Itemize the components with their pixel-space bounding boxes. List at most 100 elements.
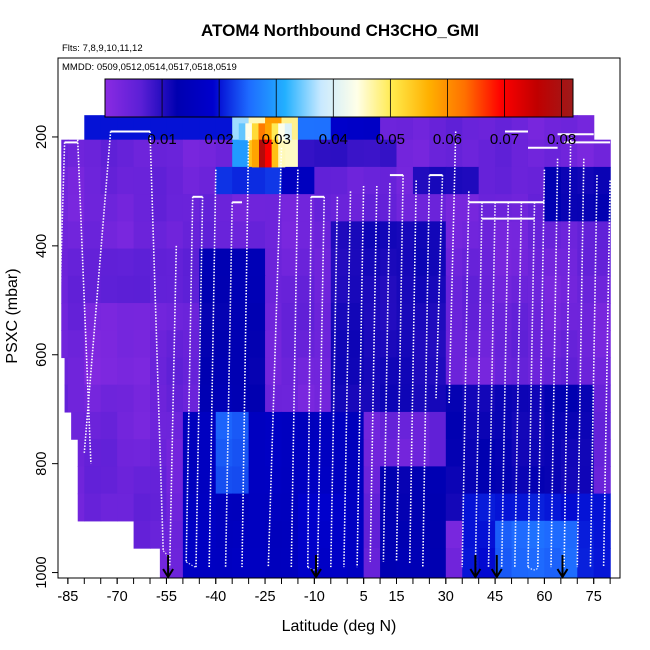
heatmap-cell — [330, 411, 348, 440]
heatmap-cell — [248, 548, 266, 578]
heatmap-cell — [495, 330, 513, 359]
flight-profile — [576, 158, 585, 568]
heatmap-cell — [150, 115, 168, 141]
heatmap-cell — [544, 248, 562, 277]
heatmap-cell — [577, 357, 595, 386]
heatmap-cell — [330, 194, 348, 222]
flight-profile — [527, 202, 536, 568]
heatmap-cell — [445, 384, 463, 413]
heatmap-cell — [511, 330, 529, 359]
heatmap-cell — [117, 275, 135, 304]
heatmap-cell — [412, 439, 430, 467]
heatmap-cell — [265, 548, 283, 578]
heatmap-cell — [166, 520, 184, 549]
heatmap-cell — [248, 520, 266, 549]
heatmap-cell — [363, 357, 381, 386]
heatmap-cell — [245, 123, 253, 141]
heatmap-cell — [495, 411, 513, 440]
heatmap-cell — [117, 439, 135, 467]
heatmap-cell — [560, 439, 578, 467]
heatmap-cell — [281, 194, 299, 222]
heatmap-cell — [166, 303, 184, 331]
heatmap-cell — [84, 139, 102, 168]
heatmap-cell — [84, 248, 102, 277]
heatmap-cell — [117, 139, 135, 168]
heatmap-cell — [363, 384, 381, 413]
heatmap-cell — [429, 548, 447, 578]
heatmap-cell — [511, 384, 529, 413]
flight-profile — [267, 147, 283, 568]
x-tick-label: -85 — [57, 589, 78, 605]
heatmap-cell — [248, 493, 266, 522]
heatmap-cell — [544, 520, 562, 549]
heatmap-cell — [412, 275, 430, 304]
heatmap-cell — [527, 466, 546, 495]
heatmap-cell — [396, 303, 414, 331]
heatmap-cell — [133, 194, 151, 222]
heatmap-cell — [150, 520, 168, 549]
heatmap-cell — [215, 548, 233, 578]
heatmap-cell — [166, 139, 184, 168]
heatmap-cell — [248, 275, 266, 304]
heatmap-cell — [478, 411, 496, 440]
heatmap-cell — [117, 115, 135, 141]
heatmap-cell — [495, 466, 513, 495]
flight-profile — [58, 142, 66, 361]
heatmap-cell — [84, 303, 102, 331]
heatmap-cell — [133, 384, 151, 413]
heatmap-cell — [199, 166, 217, 195]
heatmap-cell — [100, 411, 118, 440]
heatmap-cell — [396, 139, 414, 168]
x-tick-label: -25 — [255, 589, 276, 605]
heatmap-cell — [429, 357, 447, 386]
flight-profile-connector — [185, 561, 197, 568]
heatmap-cell — [527, 520, 546, 549]
flights-label: Flts: 7,8,9,10,11,12 — [62, 43, 143, 54]
heatmap-cell — [215, 303, 233, 331]
heatmap-cell — [495, 439, 513, 467]
heatmap-cell — [330, 303, 348, 331]
flight-profile — [435, 175, 444, 399]
heatmap-cell — [478, 384, 496, 413]
surface-arrow-head — [556, 568, 569, 579]
heatmap-cell — [232, 166, 250, 195]
heatmap-cell — [232, 303, 250, 331]
heatmap-cell — [593, 411, 611, 440]
heatmap-cell — [248, 466, 266, 495]
heatmap-cell — [445, 221, 463, 250]
heatmap-cell — [281, 275, 299, 304]
heatmap-cell — [281, 548, 299, 578]
heatmap-cell — [232, 357, 250, 386]
heatmap-cell — [117, 411, 135, 440]
heatmap-cell — [495, 248, 513, 277]
surface-arrow — [162, 555, 174, 579]
y-tick-label: 600 — [34, 343, 50, 367]
heatmap-cell — [117, 248, 135, 277]
heatmap-cell — [445, 439, 463, 467]
heatmap-cell — [61, 139, 69, 168]
heatmap-cell — [199, 384, 217, 413]
heatmap-cell — [150, 166, 168, 195]
heatmap-cell — [314, 520, 332, 549]
heatmap-cell — [100, 493, 118, 522]
heatmap-cell — [199, 194, 217, 222]
heatmap-cell — [150, 221, 168, 250]
heatmap-cell — [560, 520, 578, 549]
heatmap-cell — [166, 411, 184, 440]
heatmap-cell — [77, 493, 85, 522]
heatmap-cell — [166, 275, 184, 304]
flight-profile — [514, 202, 523, 568]
surface-arrow-head — [490, 568, 503, 579]
heatmap-cell — [278, 139, 286, 168]
heatmap-cell — [544, 548, 562, 578]
heatmap-cell — [265, 166, 283, 195]
heatmap-cell — [330, 248, 348, 277]
heatmap-cell — [182, 548, 200, 578]
heatmap-cell — [577, 466, 595, 495]
heatmap-cell — [445, 330, 463, 359]
heatmap-cell — [215, 166, 233, 195]
heatmap-cell — [84, 466, 102, 495]
flight-profiles — [58, 130, 611, 571]
heatmap-cell — [182, 248, 200, 277]
heatmap-cell — [429, 520, 447, 549]
